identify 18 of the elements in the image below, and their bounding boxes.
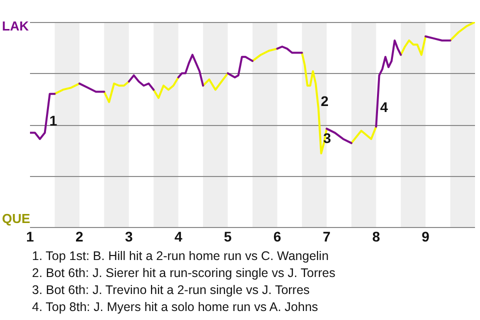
text: 1. Top 1st: B. Hill hit a 2-run home run vs C. Wangelin <box>32 248 330 265</box>
annotation: 2 <box>320 92 329 109</box>
text: LAK <box>2 18 30 34</box>
x-tick-label: 5 <box>224 228 232 244</box>
annotation: 1 <box>49 112 58 128</box>
text: 3. Bot 6th: J. Trevino hit a 2-run single vs J. Torres <box>32 282 311 299</box>
x-tick-label: 6 <box>273 228 282 244</box>
x-tick-label: 8 <box>372 228 380 244</box>
x-tick-label: 9 <box>422 228 430 244</box>
x-tick-label: 3 <box>124 228 133 244</box>
x-tick-label: 4 <box>174 228 182 244</box>
x-tick-label: 2 <box>76 228 84 244</box>
text: 2. Bot 6th: J. Sierer hit a run-scoring single vs J. Torres <box>32 265 336 282</box>
annotation: QUE <box>2 210 30 226</box>
text: 4. Top 8th: J. Myers hit a solo home run vs A. Johns <box>32 299 320 316</box>
x-tick-label: 7 <box>322 228 331 244</box>
annotation: 4 <box>380 99 388 116</box>
x-tick-label: 1 <box>26 228 34 244</box>
